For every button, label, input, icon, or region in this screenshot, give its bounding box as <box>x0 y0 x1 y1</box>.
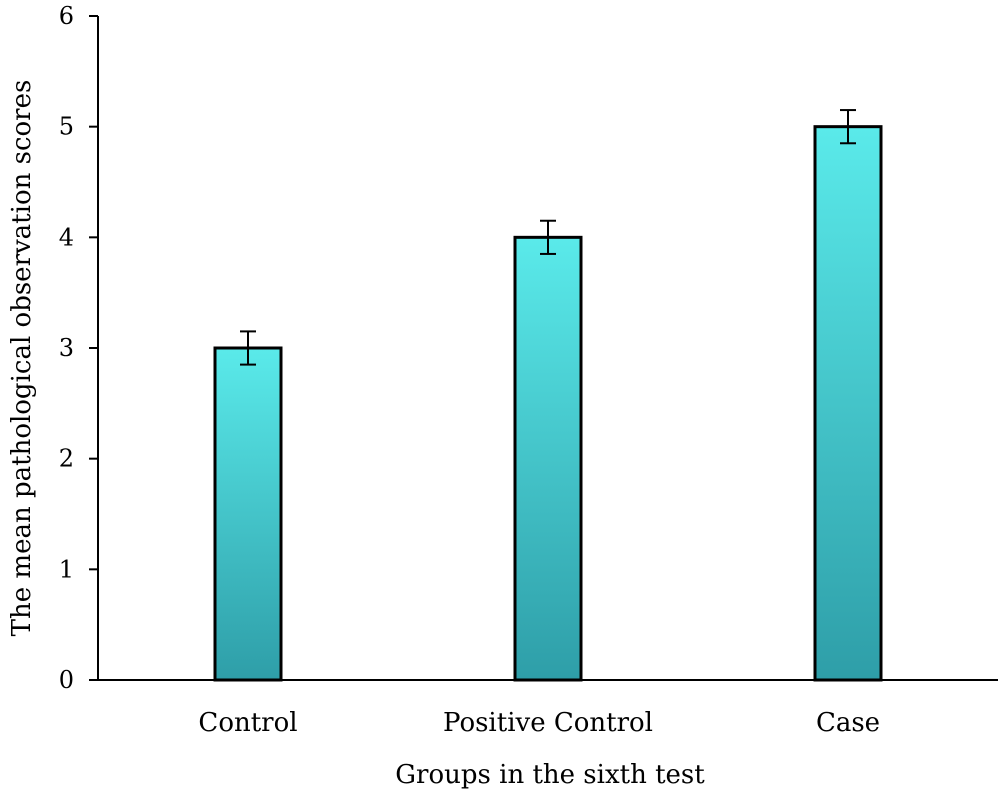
error-bar <box>540 219 556 255</box>
y-tick-label: 6 <box>59 2 74 30</box>
y-tick-label: 0 <box>59 666 74 694</box>
y-tick-label: 1 <box>59 555 74 583</box>
error-bar <box>840 109 856 145</box>
x-tick-label: Case <box>816 708 880 738</box>
x-labels-layer: Control Positive Control Case <box>198 708 880 738</box>
y-axis-title: The mean pathological observation scores <box>7 80 37 637</box>
y-tick-label: 2 <box>59 445 74 473</box>
bar-case <box>813 125 883 682</box>
bar-positive-control <box>513 235 583 682</box>
y-tick-label: 3 <box>59 334 74 362</box>
error-bar <box>240 330 256 366</box>
error-bars-layer <box>240 109 856 366</box>
bar-control <box>213 346 283 682</box>
y-tick-label: 5 <box>59 113 74 141</box>
y-ticks-layer: 0 1 2 3 4 5 6 <box>59 2 98 694</box>
x-tick-label: Control <box>198 708 297 738</box>
bars-layer <box>213 125 883 682</box>
y-tick-label: 4 <box>59 223 74 251</box>
x-tick-label: Positive Control <box>443 708 653 738</box>
x-axis-title: Groups in the sixth test <box>395 760 705 790</box>
